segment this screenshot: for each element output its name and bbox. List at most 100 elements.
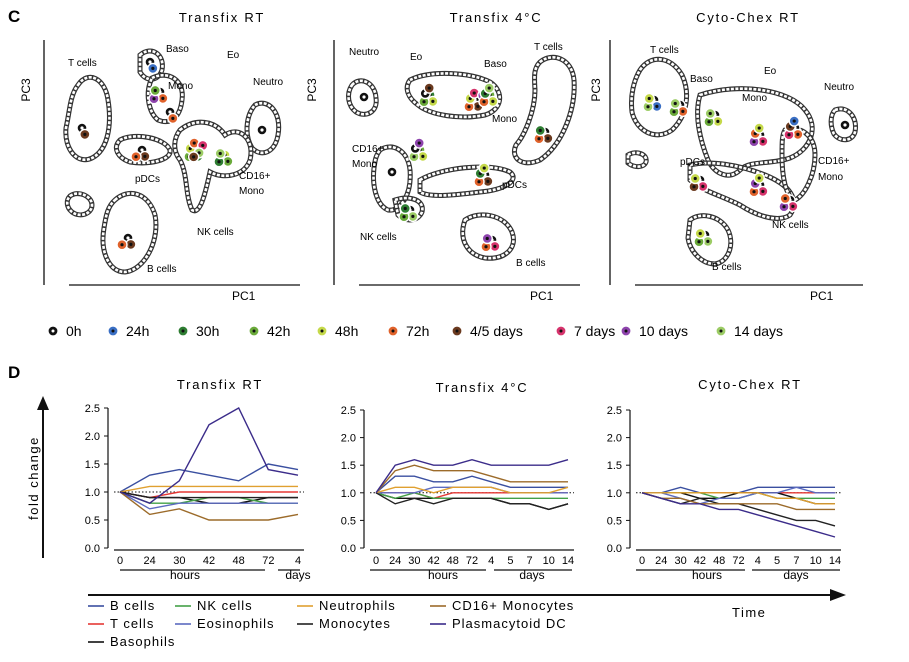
legend-label: Monocytes [319,616,391,631]
timepoint-dot [702,235,714,248]
series-line-eosinophils [376,486,568,494]
legend-item-basophils: Basophils [88,634,175,649]
timepoint-dot [753,172,765,184]
population-label: T cells [534,42,563,53]
timepoint-dot [643,92,655,105]
population-contour-inner [173,121,253,213]
legend-item-b-cells: B cells [88,598,154,613]
legend-label: 14 days [734,323,783,339]
legend-item-30h: 30h [177,323,219,339]
population-contour [512,55,577,166]
x-tick-label: 4 [755,555,761,567]
legend-label: CD16+ Monocytes [452,598,574,613]
legend-label: 48h [335,323,358,339]
x-tick-label: 14 [829,555,841,567]
y-tick-label: 0.5 [85,515,100,527]
timepoint-dot [694,227,706,240]
timepoint-dot [358,91,370,103]
scatter-plot-2: Transfix 4°C PC1 PC3 Neutro Eo T cells Baso Mon… [305,10,580,303]
population-label: Neutro [349,47,379,58]
legend-label: 0h [66,323,82,339]
chart-title: Transfix RT [177,377,263,392]
timepoint-legend: 0h 24h 30h 42h 48h 72h 4/5 days 7 days 10 days 14… [47,323,783,339]
timepoint-dot [689,172,701,185]
population-contour-inner [245,102,280,155]
y-tick-label: 0.0 [607,543,622,555]
timepoint-dot [748,136,760,148]
timepoint-dot [788,115,800,127]
population-label: Mono [168,81,193,92]
population-label: Eo [764,66,777,77]
x-tick-label: 7 [527,555,533,567]
x-tick-label: 42 [203,555,215,567]
legend-item-42h: 42h [248,323,290,339]
scatter-title: Cyto-Chex RT [696,10,800,25]
population-contour-inner [686,214,733,266]
population-label: NK cells [197,227,234,238]
series-line-b-cells [375,475,568,494]
y-tick-label: 0.0 [85,543,100,555]
timepoint-dot [669,97,681,110]
legend-label: 24h [126,323,149,339]
series-line-neutrophils [119,485,298,493]
scatter-plot-3: Cyto-Chex RT PC1 PC3 T cells Baso Eo Mono Neutr… [589,10,863,303]
pc1-label: PC1 [232,289,256,303]
pca-scatter-plots: Transfix RT PC1 PC3 T cells Baso Eo Mono Neutro… [19,10,863,303]
legend-item-plasmacytoid-dc: Plasmacytoid DC [430,616,566,631]
population-label: Mono [818,172,843,183]
legend-label: 72h [406,323,429,339]
y-tick-label: 0.5 [341,515,356,527]
x-tick-label: 42 [694,555,706,567]
legend-label: 30h [196,323,219,339]
legend-label: 10 days [639,323,688,339]
population-contour-inner [461,213,515,260]
population-label: Mono [239,186,264,197]
legend-label: 7 days [574,323,615,339]
y-tick-label: 2.5 [341,405,356,417]
timepoint-dot [704,107,716,120]
series-line-eosinophils [119,491,298,510]
population-label: Eo [410,52,423,63]
line-chart-3: Cyto-Chex RT 0.0 0.5 1.0 1.5 2.0 2.5 0 24 30 42 48 7… [607,377,841,582]
series-line-cd16-monocytes [119,491,299,521]
legend-item-24h: 24h [107,323,149,339]
legend-label: Basophils [110,634,175,649]
x-tick-label: 30 [674,555,686,567]
population-label: Mono [742,93,767,104]
population-label: CD16+ [239,171,271,182]
line-chart-1: Transfix RT 0.0 0.5 1.0 1.5 2.0 2.5 0 24 30 42 48 72… [85,377,311,582]
population-label: NK cells [360,232,397,243]
legend-label: 42h [267,323,290,339]
timepoint-dot [149,84,161,97]
x-tick-label: 4 [295,555,301,567]
series-line-nk-cells [375,492,568,500]
x-tick-label: 0 [117,555,123,567]
y-tick-label: 1.5 [607,460,622,472]
population-contour-inner [418,165,515,197]
x-tick-label: 48 [713,555,725,567]
y-tick-label: 1.0 [341,488,356,500]
pc3-label: PC3 [305,78,319,102]
legend-label: Neutrophils [319,598,396,613]
population-contour-inner [405,72,501,119]
x-tick-label: 4 [488,555,494,567]
legend-item-48h: 48h [316,323,358,339]
timepoint-dot [534,124,546,137]
series-line-eosinophils [642,486,835,505]
population-contour-inner [829,107,857,142]
chart-title: Transfix 4°C [436,380,529,395]
legend-item-0h: 0h [47,323,82,339]
population-label: NK cells [772,220,809,231]
population-label: Mono [492,114,517,125]
y-tick-label: 2.0 [607,433,622,445]
population-label: CD16+ [352,144,384,155]
population-contour-inner [630,58,688,137]
legend-item-10-days: 10 days [620,323,688,339]
population-label: Neutro [253,77,283,88]
x-tick-label: 0 [373,555,379,567]
timepoint-dot [399,202,411,215]
y-tick-label: 2.5 [85,403,100,415]
population-contour-inner [138,49,164,81]
timepoint-dot [483,82,495,94]
